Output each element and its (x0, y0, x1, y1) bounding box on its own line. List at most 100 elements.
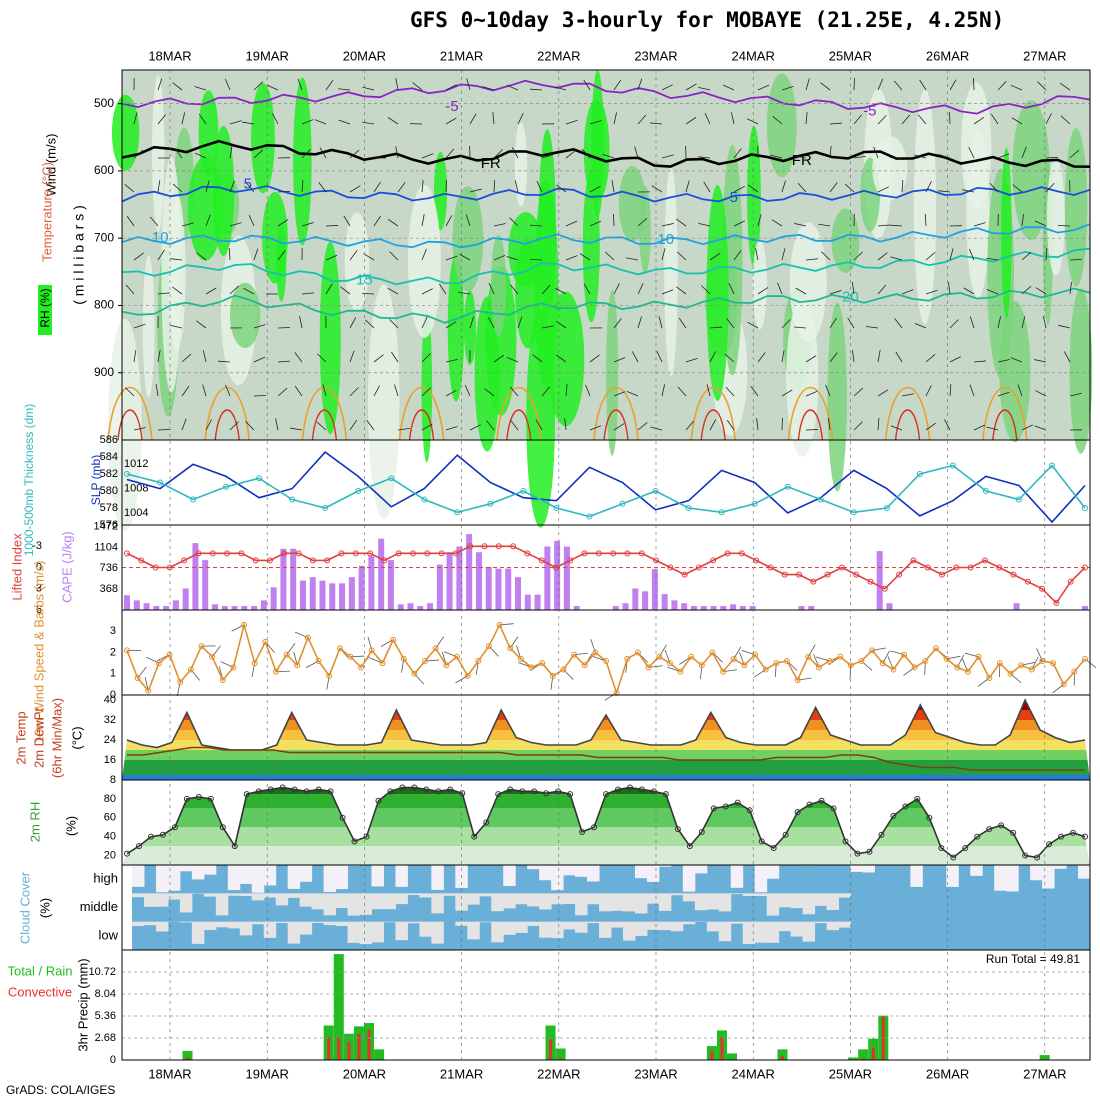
wind-barb (445, 148, 455, 159)
wind-barb (205, 419, 212, 431)
cloud-gap (383, 893, 396, 910)
wind-barb (853, 421, 863, 431)
wind-barb (366, 420, 375, 431)
thickness-line-point (256, 475, 263, 482)
wind-barb (637, 283, 644, 295)
wind-barb (397, 427, 410, 431)
wind-barb (229, 421, 239, 431)
wind-speed-line-point (326, 672, 333, 679)
cloud-gap (479, 893, 492, 897)
rh-region (827, 302, 847, 492)
wind-barb (297, 78, 303, 91)
cloud-gap (419, 893, 432, 898)
cloud-gap (359, 893, 372, 915)
date-label-top: 24MAR (732, 48, 775, 63)
wind-barb (972, 77, 975, 91)
cape-bar (446, 552, 453, 610)
wind-barb (277, 219, 289, 227)
rh-line-point (698, 828, 705, 835)
cloud-gap (527, 893, 540, 907)
cloud-gap (155, 865, 169, 893)
legend-rh: RH (%) (38, 288, 52, 327)
cloud-gap (599, 893, 612, 912)
cloud-gap (215, 921, 229, 928)
wind-barb (133, 252, 144, 261)
isotherm-25 (787, 386, 834, 441)
wind-barb (829, 317, 837, 329)
precip-tick: 10.72 (88, 966, 116, 978)
cloud-gap (838, 893, 851, 898)
wind-barb (245, 421, 255, 431)
wind-speed-line-point (1071, 668, 1078, 675)
cape-bar (700, 606, 707, 610)
wind-barb (733, 250, 742, 261)
cape-bar (632, 588, 639, 610)
wind-barb (772, 116, 783, 125)
cloud-gap (263, 893, 277, 898)
wind-speed-line-point (358, 664, 365, 671)
wind-barb (893, 80, 903, 91)
wind-barb (445, 117, 457, 125)
wind-barb (229, 222, 242, 227)
contour-label: 10 (657, 231, 674, 248)
cloud-gap (203, 893, 217, 897)
wind-speed-line-point (975, 653, 982, 660)
wind-barb (949, 248, 954, 261)
lifted-index-line-point (724, 550, 731, 557)
lifted-index-line-point (295, 550, 302, 557)
rh-region (961, 82, 992, 210)
wind-speed-line-point (539, 660, 546, 667)
rh-line-point (830, 805, 837, 812)
rh-region (168, 194, 186, 351)
wind-barb (555, 288, 567, 295)
rh-line-point (686, 843, 693, 850)
wind-barb (894, 318, 903, 329)
wind-barb (373, 354, 384, 363)
wind-tick: 3 (110, 625, 116, 637)
temp-band (122, 760, 1090, 775)
date-label-bottom: 23MAR (634, 1066, 677, 1081)
wind-barb (1069, 282, 1072, 295)
wind-barb (124, 184, 135, 193)
wind-barb (421, 387, 431, 397)
isotherm-25 (690, 386, 736, 441)
wind-barb (469, 188, 482, 193)
lifted-index-line-point (1082, 564, 1088, 571)
rh-line-point (662, 791, 669, 798)
cape-bar (309, 577, 316, 610)
wind-barb (1045, 183, 1055, 193)
rh-line-point (531, 788, 538, 795)
rh-line-point (483, 819, 490, 826)
lifted-index-line-point (252, 557, 259, 564)
thickness-line-point (586, 513, 593, 520)
wind-speed-line-point (571, 651, 578, 658)
wind-barb (172, 82, 183, 91)
cloud-gap (515, 893, 528, 905)
rh-line-point (279, 784, 286, 791)
precip-bar (333, 954, 344, 1060)
cloud-gap (371, 865, 384, 887)
wind-barb (1021, 214, 1024, 227)
rh-line-point (770, 845, 777, 851)
lifted-index-line-point (238, 550, 245, 557)
cape-bar (241, 606, 248, 610)
cloud-gap (539, 921, 552, 938)
lifted-index-line-point (495, 543, 502, 550)
cloud-gap (718, 893, 732, 912)
wind-barb (733, 148, 742, 159)
cape-bar (720, 606, 727, 610)
cloud-gap (910, 865, 923, 887)
cape-bar (612, 606, 619, 610)
cloud-gap (551, 893, 564, 905)
precip-bar (374, 1049, 385, 1060)
wind-barb (198, 113, 207, 125)
wind-barb (317, 353, 327, 363)
wind-barb (1069, 259, 1083, 261)
cloud-gap (575, 921, 588, 933)
wind-barb (589, 120, 602, 125)
cape-bar (495, 568, 502, 610)
temp-line (126, 698, 1086, 751)
rh-line-point (974, 833, 981, 840)
wind-barb (890, 425, 903, 431)
wind-barb (794, 155, 807, 159)
